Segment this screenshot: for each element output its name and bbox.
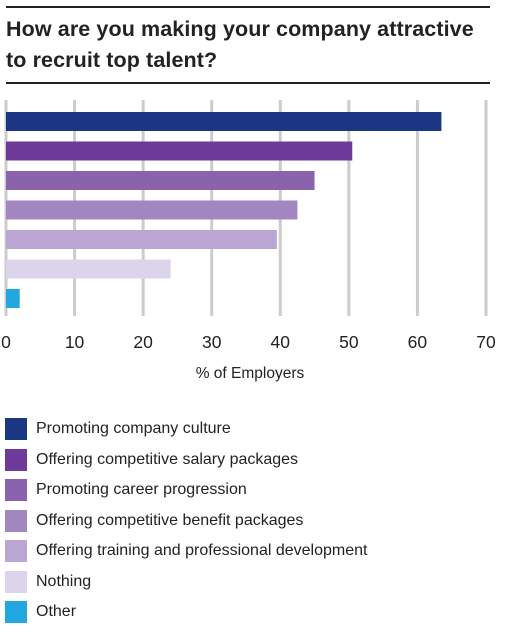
legend-swatch (5, 479, 27, 502)
bar (6, 171, 315, 190)
legend-swatch (5, 418, 27, 441)
x-tick-label: 10 (65, 332, 85, 352)
x-tick-label: 60 (408, 332, 428, 352)
bar (6, 112, 442, 131)
bar (6, 289, 20, 308)
legend-label: Other (36, 603, 77, 621)
legend-item: Nothing (5, 567, 367, 598)
x-tick-label: 20 (133, 332, 153, 352)
legend-item: Promoting career progression (5, 475, 367, 506)
legend-label: Offering competitive benefit packages (36, 511, 304, 529)
legend-swatch (5, 570, 27, 593)
bar-chart: 0 10 20 30 40 50 60 70 (1, 100, 496, 352)
bars (6, 112, 442, 308)
top-rule (6, 6, 490, 8)
x-tick-label: 0 (1, 332, 11, 352)
legend-label: Offering training and professional devel… (36, 542, 368, 560)
legend-label: Nothing (36, 572, 92, 590)
legend-swatch (5, 601, 27, 624)
x-tick-label: 30 (202, 332, 222, 352)
legend-swatch (5, 509, 27, 532)
legend-item: Offering training and professional devel… (5, 536, 367, 567)
bar (6, 200, 298, 220)
legend-label: Promoting company culture (36, 420, 231, 438)
title-underline (6, 82, 490, 84)
legend-item: Other (5, 597, 367, 628)
legend-item: Offering competitive salary packages (5, 445, 367, 476)
x-tick-label: 70 (476, 332, 496, 352)
legend: Promoting company culture Offering compet… (5, 414, 367, 628)
legend-swatch (5, 540, 27, 563)
x-tick-label: 50 (339, 332, 359, 352)
bar (6, 141, 353, 161)
legend-item: Offering competitive benefit packages (5, 506, 367, 537)
bar (6, 259, 171, 279)
legend-swatch (5, 448, 27, 471)
legend-label: Offering competitive salary packages (36, 450, 299, 468)
chart-title: How are you making your company attracti… (6, 17, 474, 72)
x-tick-label: 40 (271, 332, 291, 352)
x-axis-label: % of Employers (195, 365, 305, 382)
bar (6, 230, 277, 249)
x-tick-labels: 0 10 20 30 40 50 60 70 (1, 332, 496, 352)
legend-item: Promoting company culture (5, 414, 367, 445)
legend-label: Promoting career progression (36, 481, 247, 499)
